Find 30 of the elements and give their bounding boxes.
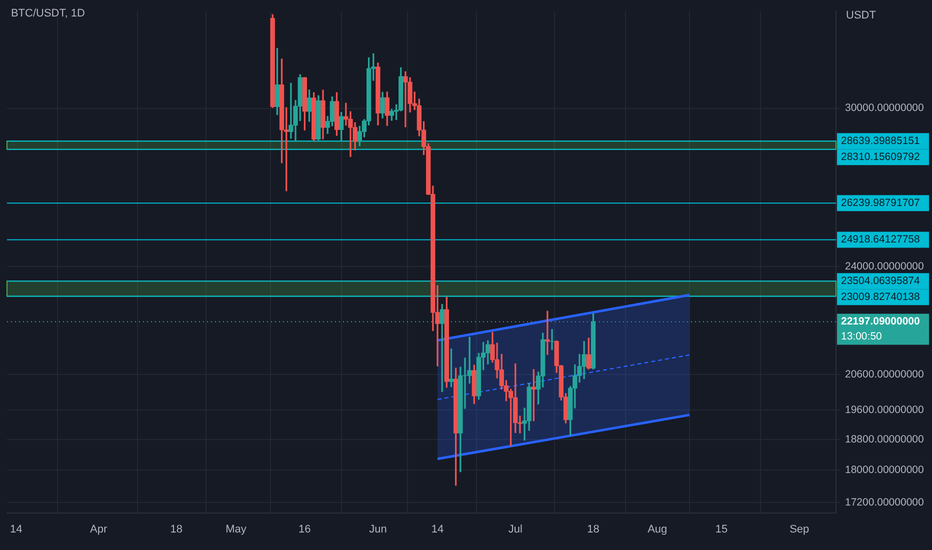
x-tick-label: Jun [369,523,387,536]
ref-line-label: 22197.09000000 [841,316,920,328]
y-tick-label: 18000.00000000 [845,464,924,476]
text: 13:00:50 [841,330,882,343]
x-tick-label: 18 [587,523,600,536]
y-tick-label: 20600.00000000 [845,368,924,381]
x-tick-label: Aug [648,523,668,536]
y-tick-label: 24000.00000000 [845,260,924,272]
y-tick-label: 17200.00000000 [845,496,924,508]
x-tick-label: 18 [170,523,183,536]
x-tick-label: May [226,523,247,536]
chart-title: BTC/USDT, 1D [10,8,85,20]
ref-line-label: 28310.15609792 [841,151,920,164]
x-tick-label: 16 [298,523,311,536]
ref-line-label: 28639.39885151 [841,135,920,148]
ref-line-label: 23504.06395874 [841,275,920,288]
x-tick-label: Apr [90,523,108,536]
y-tick-label: 30000.00000000 [845,102,924,114]
candlestick [545,310,550,355]
ref-line-label: 23009.82740138 [841,291,920,304]
ref-line-label: 24918.64127758 [841,234,920,246]
y-axis-title: USDT [846,10,876,22]
y-tick-label: 19600.00000000 [845,404,924,416]
y-tick-label: 18800.00000000 [845,433,924,446]
x-tick-label: Sep [790,523,810,536]
x-tick-label: 14 [10,523,22,536]
ref-line-label: 26239.98791707 [841,197,920,210]
x-tick-label: 15 [715,523,728,536]
x-tick-label: 14 [431,523,444,536]
x-tick-label: Jul [508,523,522,536]
